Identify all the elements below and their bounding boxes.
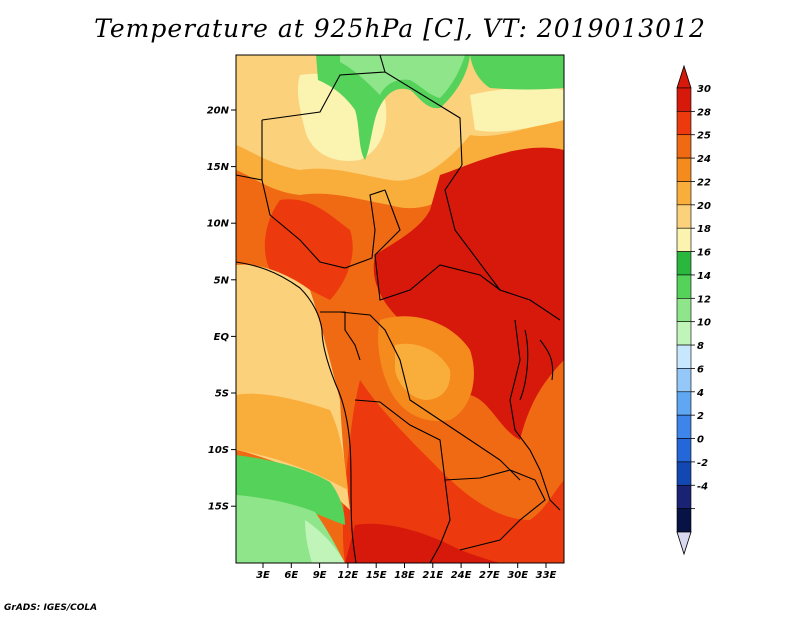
colorbar-level-label: 6 xyxy=(697,364,704,375)
colorbar-segment xyxy=(676,134,692,159)
colorbar-segment xyxy=(676,204,692,229)
lon-tick-label: 18E xyxy=(394,570,415,581)
field-north-18b xyxy=(470,87,564,132)
border-nigeria xyxy=(261,179,386,269)
colorbar-level-label: 2 xyxy=(697,411,704,422)
lon-tick-label: 30E xyxy=(507,570,528,581)
colorbar-level-label: 0 xyxy=(697,435,704,446)
colorbar-segment xyxy=(676,438,692,463)
lat-tick-label: EQ xyxy=(214,332,230,343)
border-angola xyxy=(354,399,451,563)
colorbar-bottom-arrow xyxy=(676,531,692,556)
border-zambia xyxy=(444,469,546,551)
lon-tick-label: 9E xyxy=(313,570,327,581)
field-ne-green xyxy=(470,55,564,90)
colorbar-segment xyxy=(676,181,692,206)
map-frame xyxy=(235,54,565,564)
lat-tick-label: 5N xyxy=(214,275,230,286)
lon-tick-label: 33E xyxy=(536,570,557,581)
colorbar-level-label: 30 xyxy=(697,84,711,95)
colorbar-level-label: -2 xyxy=(697,458,708,469)
temperature-field xyxy=(236,55,564,563)
latitude-axis: 20N 15N 10N 5N EQ 5S 10S 15S xyxy=(207,106,236,513)
colorbar-level-label: 22 xyxy=(697,177,711,188)
lon-tick-label: 3E xyxy=(256,570,270,581)
field-sw-green xyxy=(236,455,345,525)
colorbar-level-label: 28 xyxy=(697,107,711,118)
colorbar-level-label: 18 xyxy=(697,224,711,235)
colorbar-segment xyxy=(676,251,692,276)
lat-tick-label: 10S xyxy=(208,445,229,456)
colorbar-segment xyxy=(676,87,692,112)
colorbar-segment xyxy=(676,298,692,322)
lon-tick-label: 12E xyxy=(338,570,359,581)
colorbar-segment xyxy=(676,414,692,439)
colorbar-level-label: 14 xyxy=(697,271,711,282)
colorbar-level-label: -4 xyxy=(697,481,708,492)
field-ocean-22 xyxy=(236,393,348,490)
colorbar-segment xyxy=(676,484,692,509)
border-congo xyxy=(339,311,521,481)
colorbar-segment xyxy=(676,321,692,346)
lon-tick-label: 21E xyxy=(422,570,443,581)
border-lakes xyxy=(519,329,554,401)
colorbar-segment xyxy=(676,391,692,416)
lat-tick-label: 5S xyxy=(215,389,229,400)
border-sudan xyxy=(444,164,561,321)
lat-tick-label: 15N xyxy=(207,162,230,173)
colorbar-level-label: 8 xyxy=(697,341,704,352)
colorbar-level-label: 12 xyxy=(697,294,711,305)
colorbar-segment xyxy=(676,344,692,369)
border-east xyxy=(509,319,561,511)
lon-tick-label: 27E xyxy=(479,570,500,581)
border-sahara-3 xyxy=(379,55,386,73)
lon-tick-label: 24E xyxy=(451,570,472,581)
colorbar-segment xyxy=(676,274,692,299)
colorbar-level-label: 4 xyxy=(696,388,704,399)
lat-tick-label: 20N xyxy=(207,106,230,117)
lon-tick-label: 15E xyxy=(366,570,387,581)
longitude-axis: 3E 6E 9E 12E 15E 18E 21E 24E 27E 30E 33E xyxy=(256,563,557,581)
field-basin-22 xyxy=(395,343,451,400)
colorbar-level-label: 20 xyxy=(697,201,711,212)
field-north-green2 xyxy=(340,55,465,98)
borders xyxy=(236,55,561,563)
border-sahara-1 xyxy=(261,71,463,166)
field-hot-south xyxy=(345,523,500,563)
colorbar-segment xyxy=(676,461,692,486)
colorbar-level-label: 24 xyxy=(697,154,711,165)
colorbar-segment xyxy=(676,227,692,252)
colorbar-level-label: 16 xyxy=(697,248,711,259)
colorbar-level-label: 10 xyxy=(697,318,711,329)
field-sw-pale xyxy=(305,520,345,563)
border-gabon xyxy=(320,311,361,361)
map-title: Temperature at 925hPa [C], VT: 201901301… xyxy=(94,14,706,43)
lat-tick-label: 10N xyxy=(207,219,230,230)
field-hot-center xyxy=(342,380,564,563)
credit-text: GrADS: IGES/COLA xyxy=(4,603,98,613)
border-chad xyxy=(374,189,501,301)
colorbar-level-label: 25 xyxy=(697,131,711,142)
field-hot-core xyxy=(373,147,564,440)
lon-tick-label: 6E xyxy=(284,570,298,581)
colorbar-segment xyxy=(676,368,692,393)
border-coast-west xyxy=(236,261,357,563)
colorbar-segment xyxy=(676,157,692,182)
colorbar-top-arrow xyxy=(676,64,692,89)
colorbar-segment xyxy=(676,508,692,533)
colorbar-segment xyxy=(676,111,692,136)
lat-tick-label: 15S xyxy=(208,502,229,513)
